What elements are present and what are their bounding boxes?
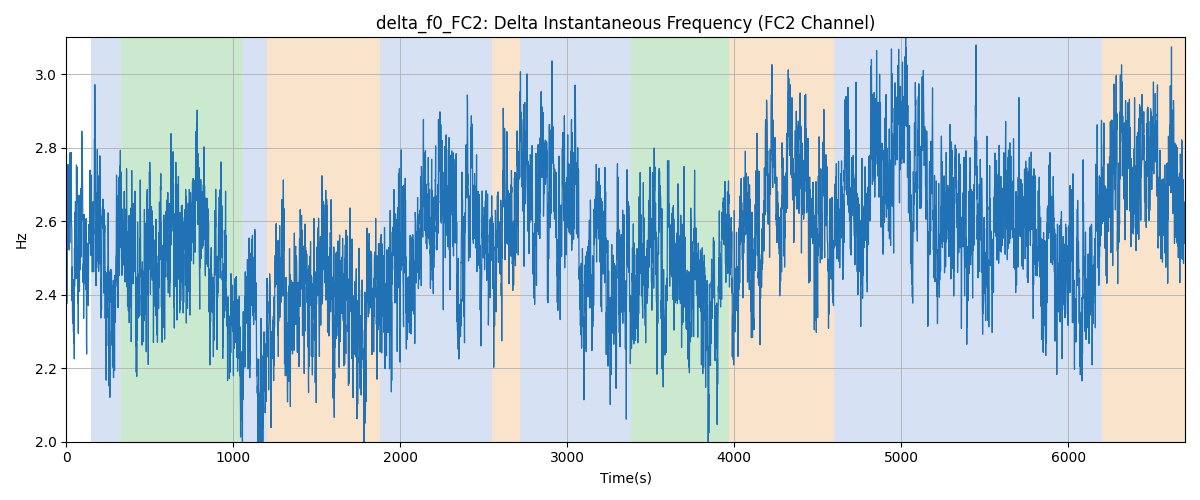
- X-axis label: Time(s): Time(s): [600, 471, 652, 485]
- Bar: [492, 38, 521, 442]
- Bar: [121, 38, 241, 442]
- Bar: [266, 38, 380, 442]
- Bar: [730, 38, 834, 442]
- Title: delta_f0_FC2: Delta Instantaneous Frequency (FC2 Channel): delta_f0_FC2: Delta Instantaneous Freque…: [376, 15, 875, 34]
- Bar: [631, 38, 730, 442]
- Bar: [834, 38, 1102, 442]
- Bar: [91, 38, 121, 442]
- Bar: [241, 38, 266, 442]
- Y-axis label: Hz: Hz: [16, 230, 29, 248]
- Bar: [1102, 38, 1186, 442]
- Bar: [521, 38, 631, 442]
- Bar: [380, 38, 492, 442]
